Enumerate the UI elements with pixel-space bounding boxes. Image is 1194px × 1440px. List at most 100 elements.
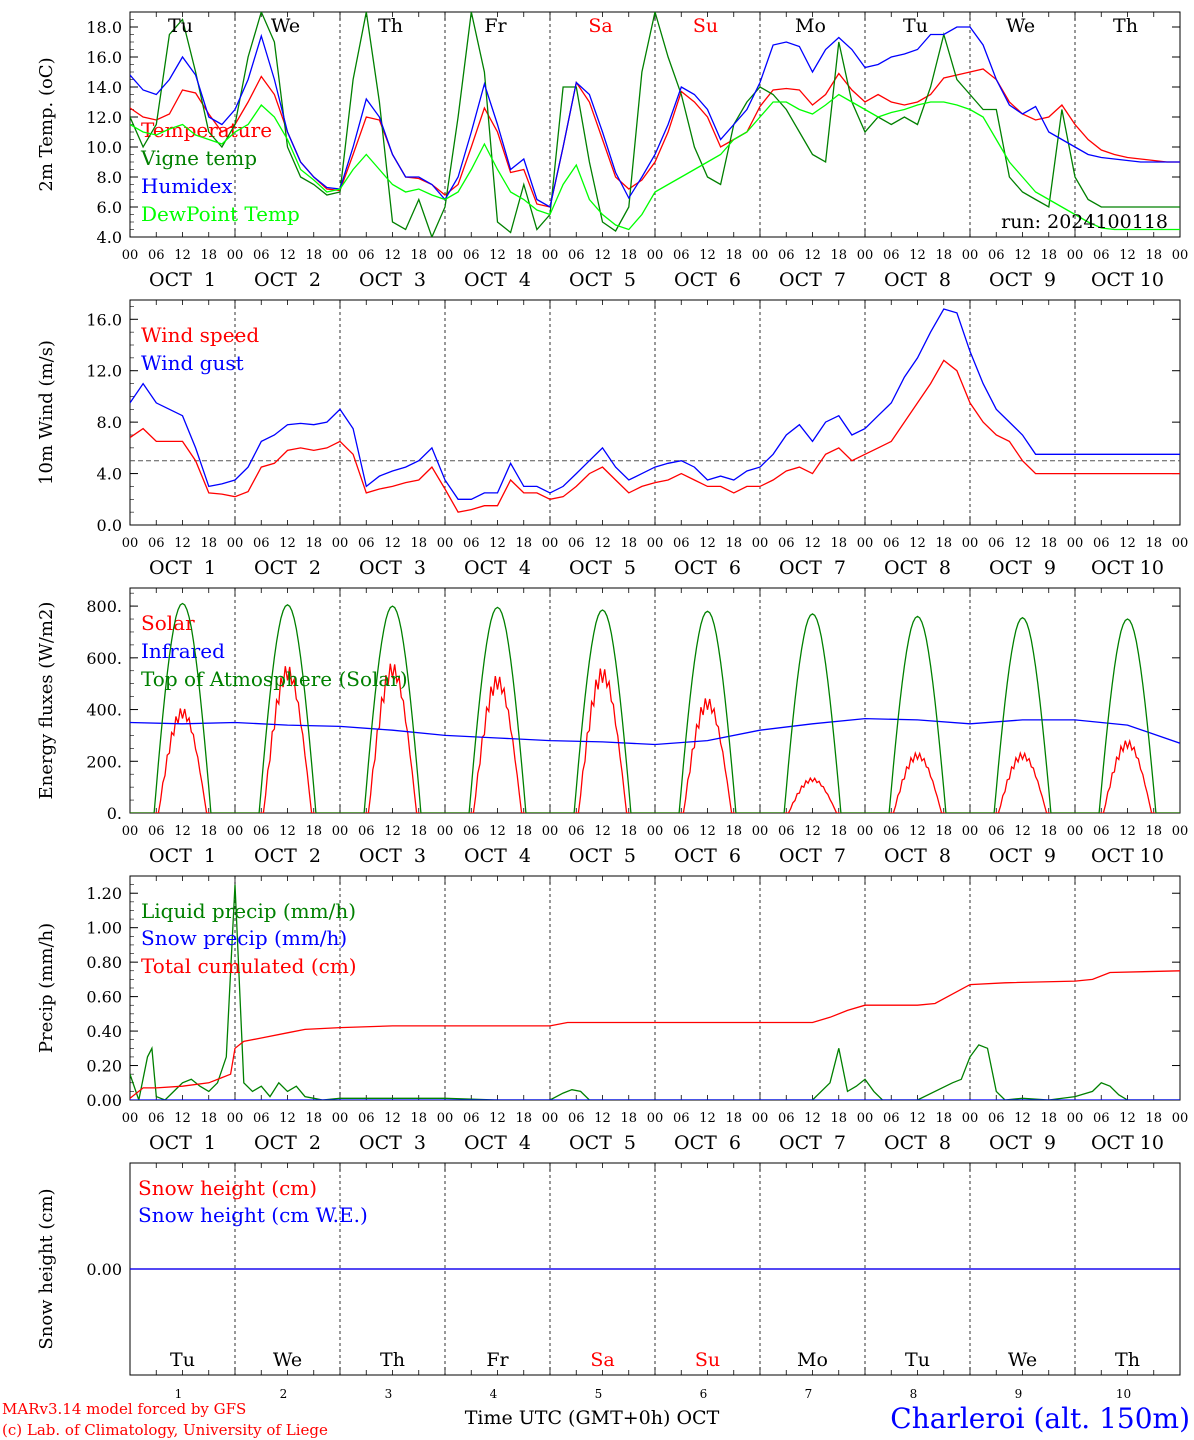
hour-label: 12 bbox=[594, 536, 611, 551]
day-name-bottom: Tu bbox=[905, 1349, 930, 1371]
hour-label: 00 bbox=[752, 536, 769, 551]
y-tick-label: 12.0 bbox=[86, 362, 122, 381]
date-label: OCT 2 bbox=[254, 845, 321, 867]
hour-label: 00 bbox=[857, 248, 874, 263]
date-label: OCT 10 bbox=[1091, 1132, 1164, 1154]
hour-label: 00 bbox=[332, 536, 349, 551]
date-label: OCT 5 bbox=[569, 1132, 636, 1154]
date-label: OCT 3 bbox=[359, 845, 426, 867]
run-annotation: run: 2024100118 bbox=[1001, 211, 1168, 233]
hour-label: 00 bbox=[857, 1111, 874, 1126]
hour-label: 00 bbox=[1067, 1111, 1084, 1126]
panel-4: 0.00 0.20 0.40 0.60 0.80 1.00 1.20 Precip (mm/h… bbox=[36, 875, 1188, 1154]
hour-label: 00 bbox=[647, 248, 664, 263]
hour-label: 12 bbox=[174, 1111, 191, 1126]
hour-label: 12 bbox=[1014, 536, 1031, 551]
hour-label: 18 bbox=[725, 536, 742, 551]
hour-label: 06 bbox=[988, 824, 1005, 839]
hour-label: 18 bbox=[830, 248, 847, 263]
day-number: 5 bbox=[595, 1387, 603, 1401]
date-label: OCT 10 bbox=[1091, 269, 1164, 291]
date-label: OCT 4 bbox=[464, 1132, 531, 1154]
day-number: 2 bbox=[280, 1387, 288, 1401]
hour-label: 00 bbox=[122, 824, 139, 839]
y-axis-label: Precip (mm/h) bbox=[36, 923, 57, 1053]
hour-label: 06 bbox=[883, 248, 900, 263]
hour-label: 18 bbox=[515, 1111, 532, 1126]
hour-label: 18 bbox=[830, 536, 847, 551]
hour-label: 06 bbox=[253, 1111, 270, 1126]
series-line-liquid-precip-mm-h- bbox=[130, 884, 1180, 1100]
hour-label: 12 bbox=[1119, 536, 1136, 551]
hour-label: 18 bbox=[935, 536, 952, 551]
y-tick-label: 400. bbox=[86, 701, 122, 720]
day-number: 7 bbox=[805, 1387, 813, 1401]
legend-dewpoint-temp: DewPoint Temp bbox=[141, 202, 300, 226]
hour-label: 12 bbox=[1014, 1111, 1031, 1126]
hour-label: 18 bbox=[305, 248, 322, 263]
y-tick-label: 0.80 bbox=[86, 953, 122, 972]
hour-label: 18 bbox=[515, 824, 532, 839]
date-label: OCT 10 bbox=[1091, 845, 1164, 867]
day-number: 10 bbox=[1116, 1387, 1131, 1401]
hour-label: 12 bbox=[1014, 824, 1031, 839]
hour-label: 18 bbox=[200, 1111, 217, 1126]
hour-label: 18 bbox=[305, 824, 322, 839]
day-name: Fr bbox=[484, 15, 507, 37]
date-label: OCT 1 bbox=[149, 1132, 216, 1154]
day-name-bottom: Th bbox=[380, 1349, 405, 1371]
legend-liquid-precip-mm-h-: Liquid precip (mm/h) bbox=[141, 899, 356, 923]
date-label: OCT 6 bbox=[674, 557, 741, 579]
hour-label: 12 bbox=[279, 248, 296, 263]
hour-label: 18 bbox=[305, 1111, 322, 1126]
date-label: OCT 8 bbox=[884, 1132, 951, 1154]
date-label: OCT 9 bbox=[989, 845, 1056, 867]
panel-3: 0. 200. 400. 600. 800. Energy fluxes (W/m2) So… bbox=[36, 587, 1189, 867]
day-number: 6 bbox=[700, 1387, 708, 1401]
hour-label: 00 bbox=[647, 824, 664, 839]
hour-label: 12 bbox=[384, 248, 401, 263]
hour-label: 18 bbox=[410, 536, 427, 551]
hour-label: 12 bbox=[804, 248, 821, 263]
hour-label: 18 bbox=[620, 1111, 637, 1126]
y-tick-label: 200. bbox=[86, 752, 122, 771]
legend-snow-height-cm-w-e-: Snow height (cm W.E.) bbox=[138, 1203, 368, 1227]
hour-label: 00 bbox=[1067, 824, 1084, 839]
hour-label: 12 bbox=[804, 536, 821, 551]
hour-label: 06 bbox=[988, 536, 1005, 551]
legend-snow-precip-mm-h-: Snow precip (mm/h) bbox=[141, 926, 347, 950]
y-tick-label: 800. bbox=[86, 597, 122, 616]
hour-label: 18 bbox=[200, 248, 217, 263]
y-tick-label: 12.0 bbox=[86, 108, 122, 127]
hour-label: 12 bbox=[909, 1111, 926, 1126]
hour-label: 06 bbox=[463, 248, 480, 263]
date-label: OCT 4 bbox=[464, 557, 531, 579]
date-label: OCT 9 bbox=[989, 557, 1056, 579]
hour-label: 18 bbox=[410, 1111, 427, 1126]
hour-label: 12 bbox=[489, 1111, 506, 1126]
day-name-bottom: Mo bbox=[797, 1349, 828, 1371]
hour-label: 06 bbox=[673, 248, 690, 263]
hour-label: 00 bbox=[962, 536, 979, 551]
hour-label: 12 bbox=[384, 824, 401, 839]
day-name: Su bbox=[693, 15, 718, 37]
date-label: OCT 3 bbox=[359, 1132, 426, 1154]
x-axis-label: Time UTC (GMT+0h) OCT bbox=[465, 1407, 720, 1429]
date-label: OCT 8 bbox=[884, 845, 951, 867]
hour-label: 06 bbox=[568, 248, 585, 263]
hour-label: 00 bbox=[1172, 824, 1189, 839]
hour-label: 18 bbox=[515, 248, 532, 263]
y-tick-label: 0.00 bbox=[86, 1260, 122, 1279]
hour-label: 00 bbox=[122, 536, 139, 551]
series-line-wind-gust bbox=[130, 308, 1180, 500]
y-tick-label: 8.0 bbox=[97, 168, 122, 187]
hour-label: 18 bbox=[935, 824, 952, 839]
station-name: Charleroi (alt. 150m) bbox=[890, 1402, 1190, 1435]
hour-label: 00 bbox=[1067, 536, 1084, 551]
hour-label: 06 bbox=[1093, 824, 1110, 839]
hour-label: 00 bbox=[437, 248, 454, 263]
hour-label: 12 bbox=[699, 1111, 716, 1126]
hour-label: 18 bbox=[830, 824, 847, 839]
y-tick-label: 0.00 bbox=[86, 1091, 122, 1110]
y-tick-label: 4.0 bbox=[97, 228, 122, 247]
